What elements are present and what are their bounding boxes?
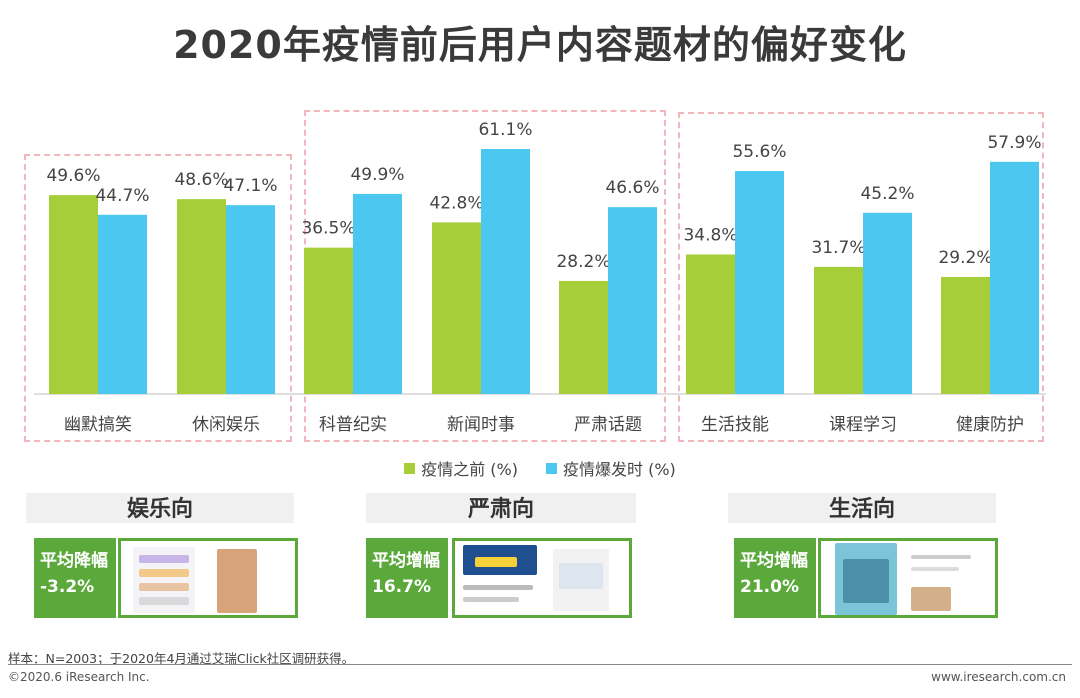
bar-after-5: [735, 171, 784, 394]
mock-app-row: [139, 569, 189, 577]
category-label-5: 生活技能: [701, 415, 769, 435]
label-after-5: 55.6%: [732, 142, 786, 162]
category-header-serious: 严肃向: [366, 493, 636, 523]
mock-infographic-dots: [843, 559, 889, 603]
footer-divider: [8, 664, 1072, 665]
category-label-0: 幽默搞笑: [64, 415, 132, 435]
bar-after-6: [863, 212, 912, 394]
mock-app-row: [139, 555, 189, 563]
bar-before-4: [559, 280, 608, 394]
bar-before-6: [814, 266, 863, 394]
label-before-2: 36.5%: [301, 219, 355, 239]
legend-swatch-before: [404, 462, 416, 474]
label-after-4: 46.6%: [605, 178, 659, 198]
mock-news-banner-text: [475, 557, 517, 567]
category-label-1: 休闲娱乐: [192, 415, 260, 435]
stat-value: 21.0%: [740, 577, 799, 597]
mock-text-line: [911, 555, 971, 559]
mock-photo-grid: [217, 549, 257, 613]
label-before-0: 49.6%: [46, 166, 100, 186]
bar-before-5: [686, 254, 735, 394]
bar-after-1: [226, 205, 275, 394]
chart-title: 2020年疫情前后用户内容题材的偏好变化: [173, 23, 907, 67]
category-label-4: 严肃话题: [574, 415, 642, 435]
label-before-5: 34.8%: [683, 225, 737, 245]
mock-app-row: [139, 583, 189, 591]
label-after-6: 45.2%: [860, 184, 914, 204]
group-box-life: [678, 112, 1044, 442]
legend-item-before: 疫情之前 (%): [404, 456, 518, 480]
label-after-3: 61.1%: [478, 120, 532, 140]
category-header-entertainment: 娱乐向: [26, 493, 294, 523]
mock-food-photo: [911, 587, 951, 611]
footnote: 样本：N=2003；于2020年4月通过艾瑞Click社区调研获得。: [8, 651, 355, 666]
category-label-3: 新闻时事: [447, 415, 515, 435]
mock-app-row: [139, 597, 189, 605]
screenshot-thumbnail-serious: [452, 538, 632, 618]
label-before-3: 42.8%: [429, 193, 483, 213]
screenshot-thumbnail-entertainment: [118, 538, 298, 618]
label-before-1: 48.6%: [174, 170, 228, 190]
bar-before-7: [941, 276, 990, 394]
bar-after-4: [608, 207, 657, 394]
legend-item-after: 疫情爆发时 (%): [546, 456, 676, 480]
label-after-7: 57.9%: [987, 133, 1041, 153]
mock-news-line: [463, 585, 533, 590]
category-label-2: 科普纪实: [319, 415, 387, 435]
label-after-1: 47.1%: [223, 176, 277, 196]
mock-news-line: [463, 597, 519, 602]
label-before-4: 28.2%: [556, 252, 610, 272]
stat-label: 平均增幅: [740, 551, 808, 571]
stat-value: 16.7%: [372, 577, 431, 597]
legend-label-after: 疫情爆发时 (%): [563, 460, 676, 479]
stat-box-entertainment: 平均降幅 -3.2%: [34, 538, 116, 618]
label-after-2: 49.9%: [350, 165, 404, 185]
label-before-7: 29.2%: [938, 248, 992, 268]
label-before-6: 31.7%: [811, 238, 865, 258]
bar-before-1: [177, 199, 226, 394]
bar-after-0: [98, 214, 147, 394]
bar-before-0: [49, 195, 98, 394]
bar-before-2: [304, 247, 353, 394]
legend-swatch-after: [546, 462, 557, 474]
group-box-entertainment: [24, 154, 292, 442]
bar-after-2: [353, 193, 402, 394]
bar-before-3: [432, 222, 481, 394]
website: www.iresearch.com.cn: [931, 670, 1066, 684]
legend-label-before: 疫情之前 (%): [421, 460, 518, 479]
bar-after-7: [990, 161, 1039, 394]
legend: 疫情之前 (%) 疫情爆发时 (%): [0, 456, 1080, 480]
copyright: ©2020.6 iResearch Inc.: [8, 670, 150, 684]
stat-box-serious: 平均增幅 16.7%: [366, 538, 448, 618]
bar-chart: 49.6%44.7% 幽默搞笑 48.6%47.1% 休闲娱乐 36.5% 49.9% 科普…: [34, 120, 1046, 435]
stat-value: -3.2%: [40, 577, 95, 597]
bar-after-3: [481, 149, 530, 394]
category-label-7: 健康防护: [956, 415, 1024, 435]
mock-text-line: [911, 567, 959, 571]
mock-list-dots: [559, 563, 603, 589]
category-label-6: 课程学习: [829, 415, 897, 435]
stat-box-life: 平均增幅 21.0%: [734, 538, 816, 618]
label-after-0: 44.7%: [95, 186, 149, 206]
stat-label: 平均增幅: [372, 551, 440, 571]
stat-label: 平均降幅: [40, 551, 108, 571]
category-header-life: 生活向: [728, 493, 996, 523]
screenshot-thumbnail-life: [818, 538, 998, 618]
